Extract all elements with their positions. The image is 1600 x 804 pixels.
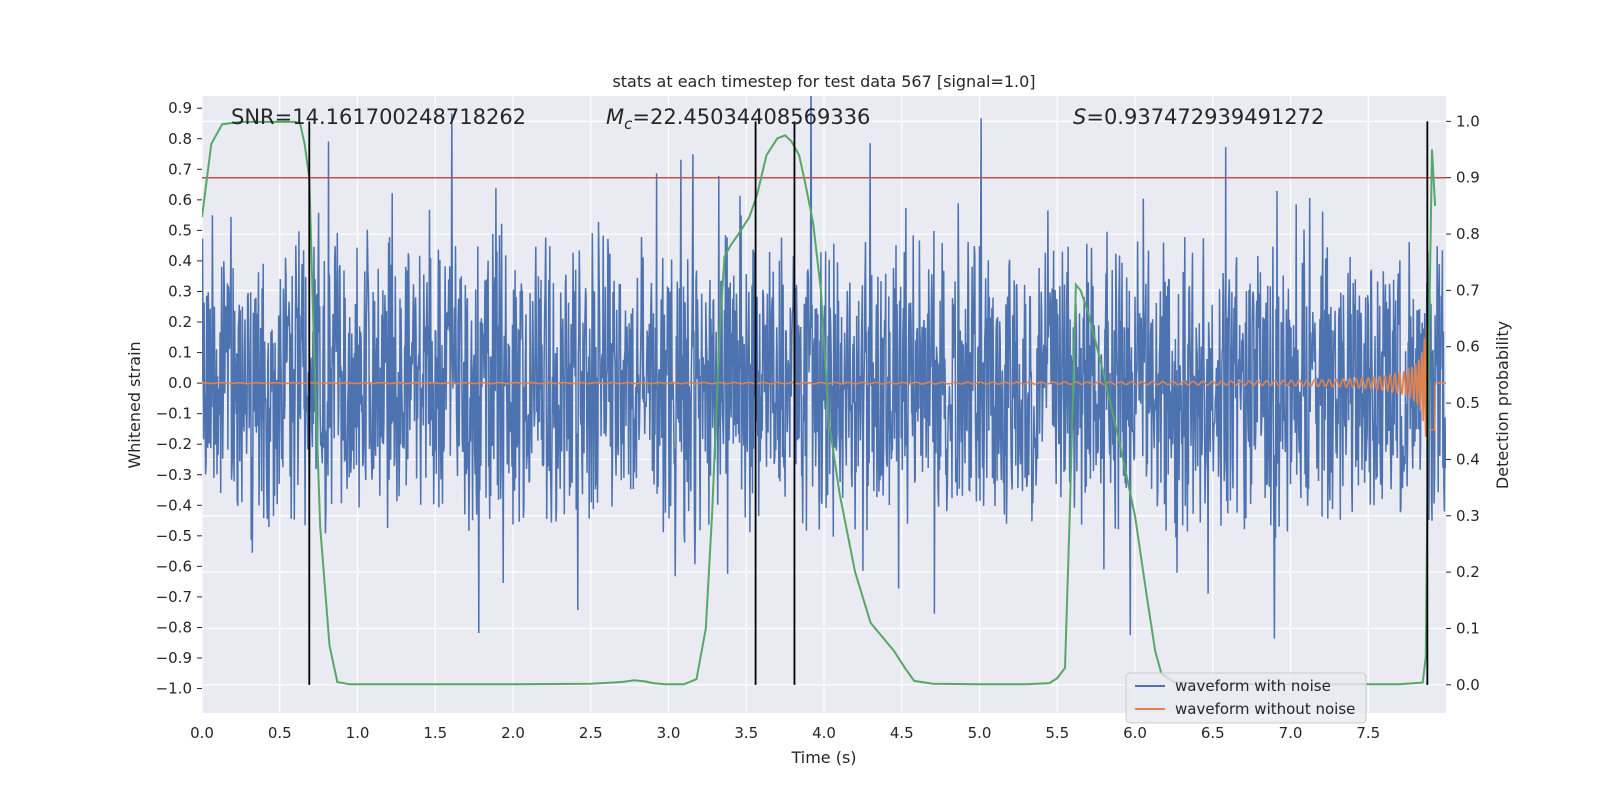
x-tick-label: 3.0 (657, 724, 681, 742)
series-waveform-with-noise (202, 96, 1446, 639)
y-tick-label: −0.9 (156, 649, 192, 667)
y-tick-label: −0.4 (156, 496, 192, 514)
x-tick-label: 0.0 (190, 724, 214, 742)
ticks: 0.0 0.5 1.0 1.5 2.0 2.5 3.0 3.5 4.0 4.5 5.0 5.5 6.0 6… (156, 99, 1480, 742)
y-right-tick-label: 0.9 (1456, 169, 1480, 187)
y-tick-label: 0.3 (168, 282, 192, 300)
series-waveform-without-noise (202, 323, 1446, 437)
y-right-tick-label: 0.0 (1456, 676, 1480, 694)
detection-markers (308, 121, 1429, 685)
x-tick-label: 2.0 (501, 724, 525, 742)
y-right-tick-label: 1.0 (1456, 112, 1480, 130)
chirp-mass-annotation: Mc=22.45034408569336 (606, 105, 870, 133)
y-tick-label: 0.0 (168, 374, 192, 392)
chirp-mass-subscript: c (624, 115, 633, 133)
x-tick-label: 2.5 (579, 724, 603, 742)
y-right-tick-label: 0.6 (1456, 338, 1480, 356)
y-tick-label: 0.9 (168, 99, 192, 117)
y-tick-label: 0.6 (168, 191, 192, 209)
y-tick-label: 0.2 (168, 313, 192, 331)
x-tick-label: 6.5 (1201, 724, 1225, 742)
y-tick-label: −0.3 (156, 466, 192, 484)
y-right-axis-label: Detection probability (1493, 321, 1512, 489)
y-tick-label: 0.8 (168, 130, 192, 148)
y-right-tick-label: 0.2 (1456, 563, 1480, 581)
legend-label-clean: waveform without noise (1175, 700, 1355, 718)
x-tick-label: 1.0 (346, 724, 370, 742)
x-tick-label: 4.5 (890, 724, 914, 742)
y-right-tick-label: 0.8 (1456, 225, 1480, 243)
significance-symbol: S (1073, 105, 1086, 129)
x-tick-label: 7.5 (1356, 724, 1380, 742)
legend: waveform with noise waveform without noi… (1125, 672, 1367, 724)
y-right-tick-label: 0.3 (1456, 507, 1480, 525)
legend-label-noisy: waveform with noise (1175, 677, 1331, 695)
y-right-tick-label: 0.7 (1456, 281, 1480, 299)
y-tick-label: −0.1 (156, 405, 192, 423)
significance-value: =0.937472939491272 (1086, 105, 1324, 129)
x-tick-label: 1.5 (423, 724, 447, 742)
y-right-tick-label: 0.5 (1456, 394, 1480, 412)
y-axis-label: Whitened strain (125, 341, 144, 468)
x-axis-label: Time (s) (790, 748, 856, 767)
x-tick-label: 7.0 (1279, 724, 1303, 742)
y-right-tick-label: 0.1 (1456, 619, 1480, 637)
x-tick-label: 6.0 (1123, 724, 1147, 742)
x-tick-label: 0.5 (268, 724, 292, 742)
y-tick-label: 0.7 (168, 160, 192, 178)
legend-box (1125, 672, 1367, 724)
series-layer (202, 96, 1446, 686)
chirp-mass-symbol: M (606, 105, 624, 129)
x-tick-label: 4.0 (812, 724, 836, 742)
chart-title: stats at each timestep for test data 567… (612, 72, 1035, 91)
series-detection-probability (202, 120, 1437, 686)
y-tick-label: −0.2 (156, 435, 192, 453)
snr-annotation: SNR=14.161700248718262 (231, 105, 526, 129)
y-tick-label: −0.6 (156, 557, 192, 575)
y-tick-label: −0.5 (156, 527, 192, 545)
y-tick-label: −0.8 (156, 618, 192, 636)
y-right-tick-label: 0.4 (1456, 450, 1480, 468)
x-tick-label: 3.5 (734, 724, 758, 742)
y-tick-label: 0.4 (168, 252, 192, 270)
x-tick-label: 5.0 (968, 724, 992, 742)
chirp-mass-value: =22.45034408569336 (632, 105, 870, 129)
y-tick-label: −1.0 (156, 680, 192, 698)
y-tick-label: 0.5 (168, 221, 192, 239)
y-tick-label: −0.7 (156, 588, 192, 606)
significance-annotation: S=0.937472939491272 (1073, 105, 1324, 129)
x-tick-label: 5.5 (1045, 724, 1069, 742)
y-tick-label: 0.1 (168, 344, 192, 362)
